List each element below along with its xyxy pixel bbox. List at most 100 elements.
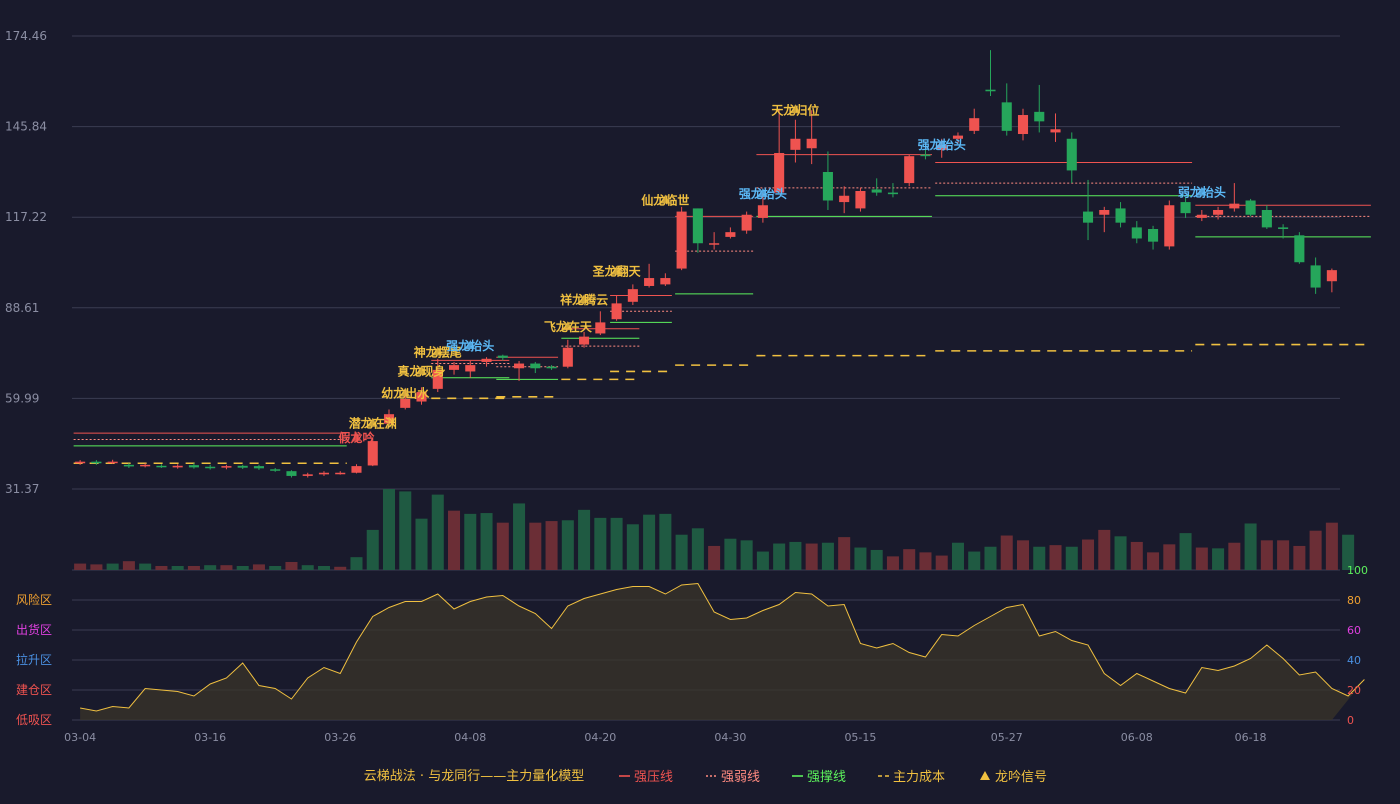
candle-body	[172, 465, 183, 468]
volume-bar	[675, 534, 688, 570]
volume-bar	[285, 561, 298, 570]
volume-bar	[740, 540, 753, 570]
price-tick-label: 88.61	[5, 301, 39, 315]
candle-body	[302, 474, 313, 476]
volume-bar	[643, 514, 656, 570]
date-tick-label: 06-18	[1235, 731, 1267, 744]
dragon-signal-label: 潜龙在渊	[349, 416, 397, 431]
candle-body	[140, 464, 151, 467]
candle-body	[514, 363, 525, 369]
candle-body	[286, 471, 297, 476]
volume-bar	[1114, 536, 1127, 570]
candle-body	[692, 208, 703, 244]
volume-bar	[480, 513, 493, 570]
dragon-signal-marker	[416, 365, 427, 375]
dragon-signal-label: 飞龙在天	[544, 319, 593, 334]
candle-body	[871, 189, 882, 193]
oscillator-zone-label: 建仓区	[16, 683, 52, 697]
volume-bar	[269, 565, 282, 570]
candle-body	[676, 211, 687, 269]
date-tick-label: 03-16	[194, 731, 226, 744]
volume-bar	[399, 491, 412, 570]
date-tick-label: 05-15	[844, 731, 876, 744]
candle-body	[660, 278, 671, 285]
candle-body	[481, 358, 492, 362]
volume-bar	[431, 494, 444, 570]
dragon-signal-label: 幼龙出水	[381, 386, 430, 401]
candle-body	[644, 278, 655, 286]
volume-bar	[1179, 533, 1192, 570]
volume-bar	[805, 543, 818, 570]
oscillator-axis-label: 60	[1347, 624, 1361, 637]
volume-bar	[1016, 540, 1030, 570]
date-tick-label: 03-26	[324, 731, 356, 744]
candle-body	[432, 369, 443, 389]
volume-bar	[415, 518, 428, 570]
volume-bar	[1244, 523, 1257, 570]
zone-lines-layer	[73, 154, 1371, 465]
dragon-signal-label: 强龙抬头	[446, 338, 494, 353]
candle-body	[985, 89, 996, 92]
candle-body	[1099, 209, 1110, 215]
volume-bar	[838, 537, 851, 570]
volume-bar	[708, 545, 721, 570]
candle-body	[1001, 102, 1012, 131]
volume-bar	[252, 564, 265, 570]
oscillator-zone-label: 拉升区	[16, 652, 52, 667]
candle-body	[237, 465, 248, 468]
candle-body	[1164, 205, 1175, 247]
oscillator-axis-label: 100	[1347, 564, 1368, 577]
candle-body	[611, 303, 622, 320]
volume-bar	[1163, 544, 1176, 570]
candle-body	[221, 466, 232, 468]
oscillator-axis-label: 0	[1347, 714, 1354, 727]
volume-bar	[903, 549, 916, 570]
volume-bar	[1212, 548, 1225, 570]
candle-body	[741, 214, 752, 231]
volume-bar	[171, 565, 184, 570]
candle-body	[822, 172, 833, 201]
signal-layer: 假龙吟潜龙在渊幼龙出水真龙现身神龙摆尾强龙抬头飞龙在天祥龙腾云圣龙翻天仙龙临世强…	[338, 102, 1225, 445]
dragon-signal-label: 祥龙腾云	[560, 292, 608, 307]
dragon-signal-marker	[351, 431, 362, 441]
candle-body	[1180, 202, 1191, 214]
volume-bar	[334, 566, 347, 570]
legend-label: 强弱线	[721, 770, 760, 785]
candle-body	[465, 365, 476, 372]
candle-body	[1050, 129, 1061, 133]
candle-body	[1245, 200, 1256, 215]
volume-bar	[691, 528, 704, 570]
volume-bar	[870, 549, 883, 570]
volume-bar	[496, 522, 509, 570]
oscillator-axis-label: 80	[1347, 594, 1361, 607]
volume-bar	[1228, 542, 1241, 570]
dragon-signal-marker	[579, 294, 590, 304]
candle-body	[530, 363, 541, 369]
volume-bar	[220, 565, 233, 570]
dragon-signal-marker	[562, 321, 573, 331]
dragon-signal-marker	[757, 188, 768, 198]
dragon-signal-marker	[936, 139, 947, 149]
volume-bar	[187, 565, 200, 570]
dragon-signal-label: 仙龙临世	[641, 192, 689, 207]
dragon-signal-marker	[367, 417, 378, 427]
volume-bar	[578, 509, 591, 570]
volume-bar	[1098, 529, 1111, 570]
price-axis: 174.46 145.84 117.22 88.61 59.99 31.37	[5, 29, 47, 496]
volume-bar	[122, 561, 135, 570]
volume-bar	[1260, 540, 1273, 570]
volume-bar	[561, 520, 574, 570]
candle-body	[318, 472, 330, 475]
date-tick-label: 04-20	[584, 731, 616, 744]
volume-bar	[464, 513, 477, 570]
volume-bar	[1147, 552, 1160, 570]
volume-bar	[919, 552, 932, 570]
volume-bar	[659, 513, 672, 570]
oscillator-line	[80, 582, 1365, 712]
dragon-signal-label: 圣龙翻天	[592, 264, 642, 279]
dragon-signal-label: 强龙抬头	[739, 186, 787, 201]
volume-bar	[155, 565, 168, 570]
candle-body	[546, 366, 557, 369]
candle-body	[351, 466, 362, 473]
candle-body	[253, 466, 264, 469]
